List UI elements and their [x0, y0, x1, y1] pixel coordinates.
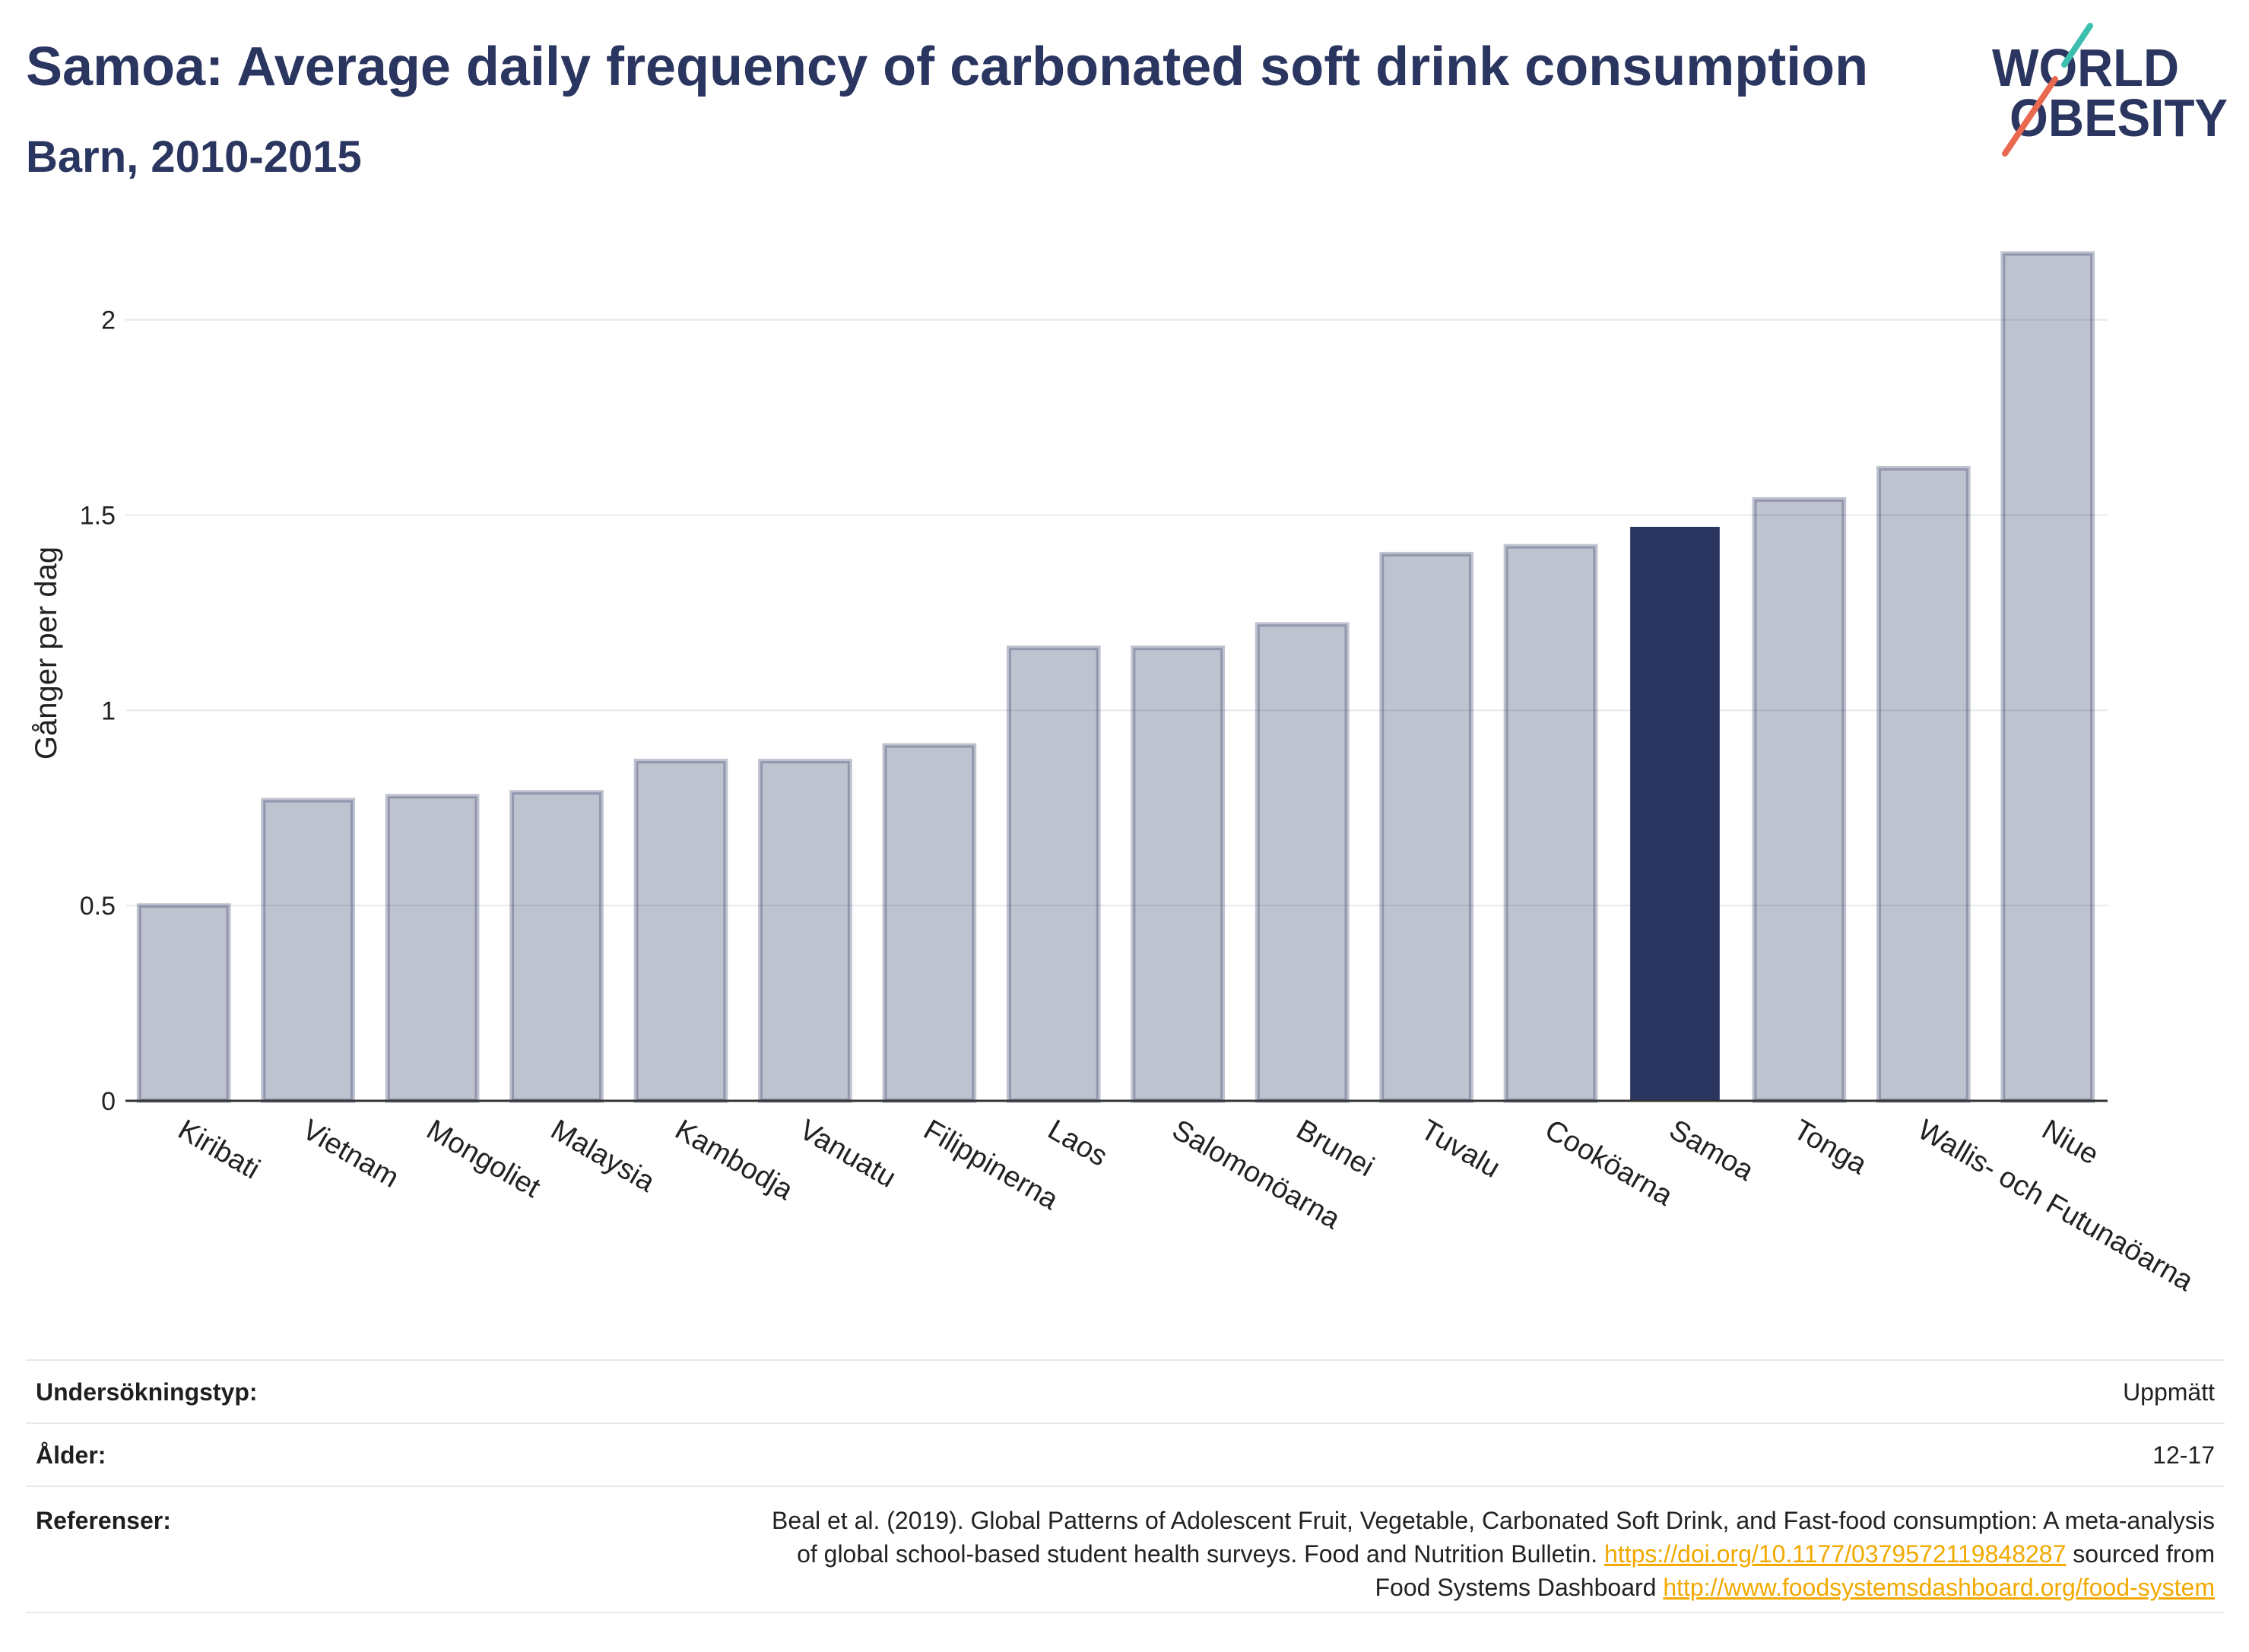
bar-wallis-och-futunaoarna	[1876, 465, 1971, 1103]
x-tick-label-group: Mongoliet	[421, 1114, 546, 1204]
x-tick-label-samoa: Samoa	[1664, 1114, 1759, 1187]
bar-vietnam	[261, 797, 355, 1103]
world-obesity-logo: WORLD OBESITY	[1992, 23, 2228, 157]
x-tick-label-vanuatu: Vanuatu	[794, 1114, 901, 1194]
y-axis-title: Gånger per dag	[30, 547, 63, 759]
x-tick-label-group: Kiribati	[173, 1114, 265, 1185]
reference-journal-text: of global school-based student health su…	[797, 1540, 1598, 1568]
food-systems-dashboard-link[interactable]: http://www.foodsystemsdashboard.org/food…	[1663, 1574, 2215, 1601]
bar-malaysia	[509, 790, 604, 1104]
y-tick-label: 2	[101, 306, 116, 335]
bar-niue	[2000, 251, 2095, 1104]
bar-cookoarna	[1503, 544, 1598, 1103]
reference-line-3: Food Systems Dashboard http://www.foodsy…	[772, 1571, 2215, 1604]
info-table: Undersökningstyp: Uppmätt Ålder: 12-17 R…	[26, 1359, 2225, 1613]
x-tick-label-vietnam: Vietnam	[297, 1114, 404, 1194]
bar-tuvalu	[1379, 551, 1473, 1103]
y-tick-label: 1	[101, 696, 116, 725]
x-tick-label-malaysia: Malaysia	[545, 1114, 661, 1199]
reference-sourced-text: sourced from	[2073, 1540, 2215, 1568]
age-value: 12-17	[2152, 1441, 2215, 1469]
x-tick-label-brunei: Brunei	[1291, 1114, 1379, 1183]
x-tick-label-tonga: Tonga	[1788, 1114, 1873, 1181]
x-tick-label-niue: Niue	[2037, 1114, 2105, 1171]
x-tick-label-laos: Laos	[1042, 1114, 1112, 1173]
x-tick-label-group: Vietnam	[297, 1114, 404, 1194]
x-tick-label-group: Malaysia	[545, 1114, 661, 1199]
reference-line-1: Beal et al. (2019). Global Patterns of A…	[772, 1504, 2215, 1537]
age-row: Ålder: 12-17	[26, 1424, 2225, 1487]
logo-text-world: WORLD	[1992, 38, 2179, 97]
bar-laos	[1006, 645, 1101, 1103]
logo-teal-slash	[2061, 23, 2093, 68]
y-tick-label: 0.5	[80, 892, 116, 921]
x-tick-label-group: Laos	[1042, 1114, 1112, 1173]
references-value: Beal et al. (2019). Global Patterns of A…	[772, 1504, 2215, 1604]
bar-tonga	[1752, 497, 1847, 1103]
survey-type-value: Uppmätt	[2123, 1378, 2215, 1406]
gridlines	[125, 319, 2108, 907]
bar-kiribati	[136, 903, 231, 1103]
bar-samoa	[1630, 526, 1720, 1101]
reference-dashboard-text: Food Systems Dashboard	[1375, 1574, 1657, 1601]
x-axis-labels: Kiribati Vietnam Mongoliet Malaysia Kambodja…	[173, 1114, 2199, 1298]
x-tick-label-mongoliet: Mongoliet	[421, 1114, 546, 1204]
x-tick-label-filippinerna: Filippinerna	[918, 1114, 1064, 1216]
reference-line-2: of global school-based student health su…	[772, 1537, 2215, 1571]
bar-salomonoarna	[1131, 645, 1226, 1103]
y-axis-ticks: 0 0.5 1 1.5 2	[80, 306, 116, 1116]
survey-type-label: Undersökningstyp:	[36, 1378, 258, 1406]
x-tick-label-group: Brunei	[1291, 1114, 1379, 1183]
survey-type-row: Undersökningstyp: Uppmätt	[26, 1361, 2225, 1424]
bar-brunei	[1255, 622, 1350, 1103]
x-tick-label-cookoarna: Cooköarna	[1540, 1114, 1679, 1213]
x-tick-label-group: Samoa	[1664, 1114, 1759, 1187]
logo-coral-slash	[2002, 76, 2058, 157]
bars	[136, 251, 2095, 1104]
y-tick-label: 0	[101, 1087, 116, 1116]
x-tick-label-group: Niue	[2037, 1114, 2105, 1171]
x-tick-label-group: Cooköarna	[1540, 1114, 1679, 1213]
bar-mongoliet	[385, 794, 480, 1103]
x-tick-label-kiribati: Kiribati	[173, 1114, 265, 1185]
references-row: Referenser: Beal et al. (2019). Global P…	[26, 1487, 2225, 1613]
bar-filippinerna	[882, 743, 977, 1103]
age-label: Ålder:	[36, 1441, 106, 1469]
chart-subtitle: Barn, 2010-2015	[26, 132, 362, 182]
bar-kambodja	[633, 759, 728, 1103]
x-tick-label-group: Vanuatu	[794, 1114, 901, 1194]
x-tick-label-kambodja: Kambodja	[670, 1114, 799, 1206]
y-tick-label: 1.5	[80, 501, 116, 530]
references-label: Referenser:	[36, 1507, 171, 1534]
bar-vanuatu	[758, 759, 852, 1103]
x-tick-label-tuvalu: Tuvalu	[1415, 1114, 1505, 1184]
x-tick-label-group: Tuvalu	[1415, 1114, 1505, 1184]
reference-citation-text: Beal et al. (2019). Global Patterns of A…	[772, 1507, 2215, 1534]
doi-link[interactable]: https://doi.org/10.1177/0379572119848287	[1604, 1540, 2067, 1568]
x-tick-label-group: Kambodja	[670, 1114, 799, 1206]
x-tick-label-group: Tonga	[1788, 1114, 1873, 1181]
x-tick-label-group: Filippinerna	[918, 1114, 1064, 1216]
chart-title: Samoa: Average daily frequency of carbon…	[26, 36, 1869, 97]
